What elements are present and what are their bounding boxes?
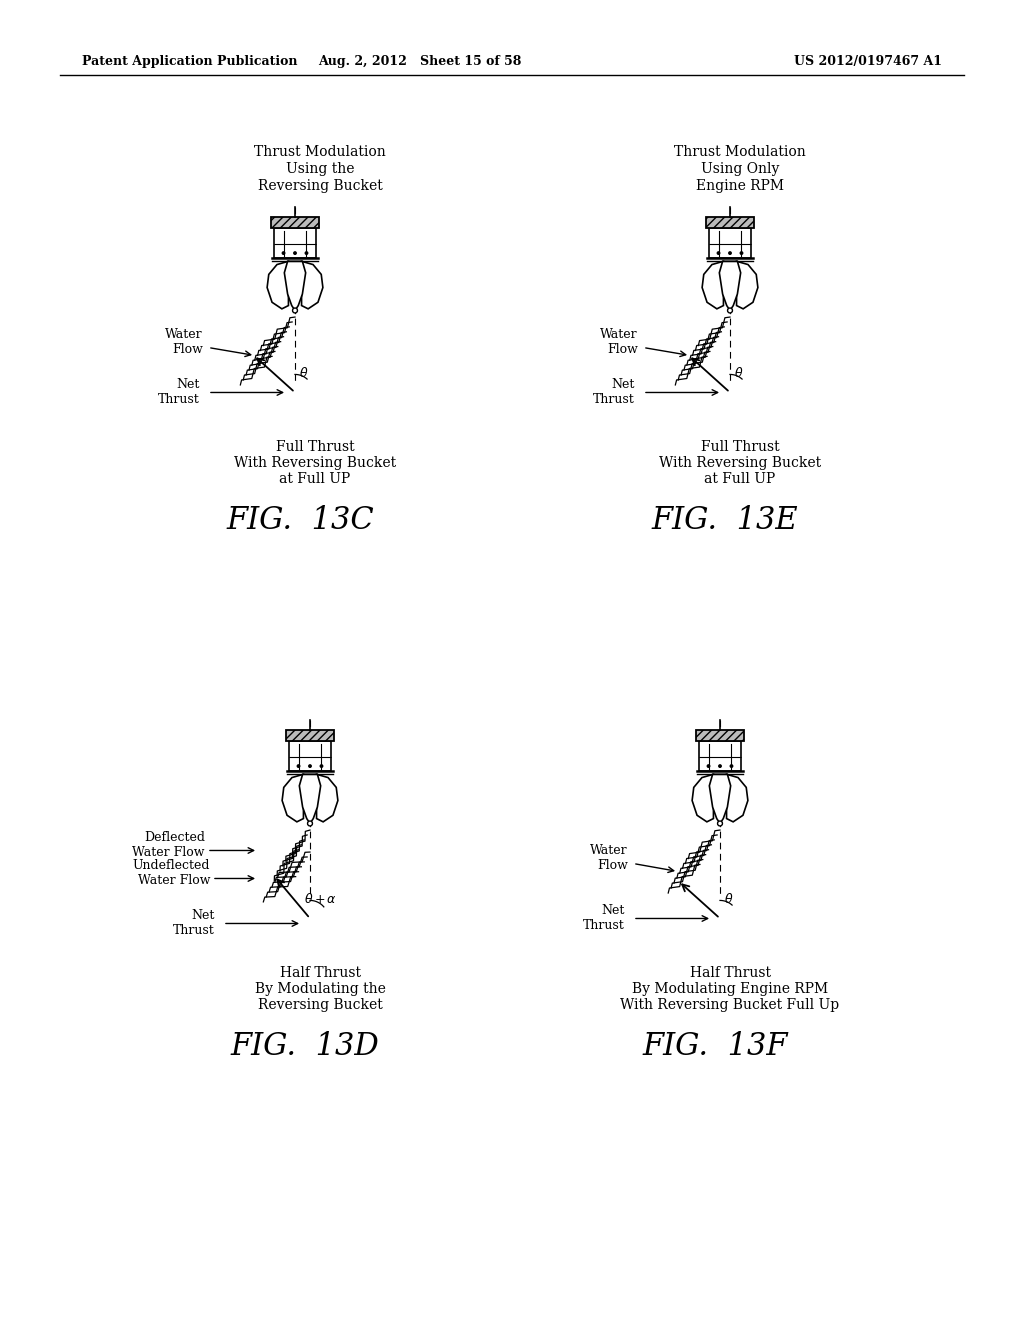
Text: US 2012/0197467 A1: US 2012/0197467 A1 bbox=[794, 55, 942, 69]
Text: Water
Flow: Water Flow bbox=[600, 329, 638, 356]
Text: Using Only: Using Only bbox=[700, 162, 779, 176]
Circle shape bbox=[718, 821, 723, 826]
Circle shape bbox=[294, 252, 296, 255]
Bar bbox=[289, 742, 332, 771]
Text: By Modulating the: By Modulating the bbox=[255, 982, 385, 997]
Polygon shape bbox=[710, 775, 731, 824]
Polygon shape bbox=[702, 261, 723, 309]
Polygon shape bbox=[692, 775, 714, 822]
Circle shape bbox=[729, 252, 731, 255]
Circle shape bbox=[297, 764, 300, 767]
Text: Water
Flow: Water Flow bbox=[591, 845, 628, 873]
Text: Net
Thrust: Net Thrust bbox=[593, 379, 635, 407]
Polygon shape bbox=[283, 775, 303, 822]
Text: Aug. 2, 2012   Sheet 15 of 58: Aug. 2, 2012 Sheet 15 of 58 bbox=[318, 55, 521, 69]
Text: Water
Flow: Water Flow bbox=[165, 329, 203, 356]
Circle shape bbox=[727, 308, 732, 313]
Polygon shape bbox=[301, 261, 323, 309]
Polygon shape bbox=[316, 775, 338, 822]
Bar bbox=[271, 216, 318, 228]
Text: With Reversing Bucket: With Reversing Bucket bbox=[233, 457, 396, 470]
Text: FIG.  13C: FIG. 13C bbox=[226, 506, 374, 536]
Text: FIG.  13D: FIG. 13D bbox=[230, 1031, 380, 1063]
Text: Half Thrust: Half Thrust bbox=[280, 966, 360, 981]
Circle shape bbox=[730, 764, 733, 767]
Text: Thrust Modulation: Thrust Modulation bbox=[254, 145, 386, 158]
Text: Using the: Using the bbox=[286, 162, 354, 176]
Circle shape bbox=[309, 764, 311, 767]
Text: Net
Thrust: Net Thrust bbox=[173, 909, 215, 937]
Circle shape bbox=[321, 764, 323, 767]
Text: Reversing Bucket: Reversing Bucket bbox=[258, 998, 382, 1012]
Text: $\theta$: $\theta$ bbox=[724, 891, 733, 906]
Bar bbox=[707, 216, 754, 228]
Text: Net
Thrust: Net Thrust bbox=[159, 379, 200, 407]
Text: Engine RPM: Engine RPM bbox=[696, 180, 784, 193]
Text: Reversing Bucket: Reversing Bucket bbox=[258, 180, 382, 193]
Circle shape bbox=[717, 252, 720, 255]
Circle shape bbox=[305, 252, 307, 255]
Circle shape bbox=[719, 764, 721, 767]
Polygon shape bbox=[727, 775, 748, 822]
Bar bbox=[698, 742, 741, 771]
Bar bbox=[287, 730, 334, 742]
Text: FIG.  13E: FIG. 13E bbox=[651, 506, 799, 536]
Bar bbox=[709, 228, 752, 257]
Text: at Full UP: at Full UP bbox=[705, 473, 775, 487]
Text: Full Thrust: Full Thrust bbox=[700, 441, 779, 454]
Circle shape bbox=[283, 252, 285, 255]
Text: at Full UP: at Full UP bbox=[280, 473, 350, 487]
Polygon shape bbox=[299, 775, 321, 824]
Text: Net
Thrust: Net Thrust bbox=[584, 904, 625, 932]
Polygon shape bbox=[736, 261, 758, 309]
Text: FIG.  13F: FIG. 13F bbox=[642, 1031, 787, 1063]
Text: Deflected
Water Flow: Deflected Water Flow bbox=[132, 832, 205, 859]
Bar bbox=[273, 228, 316, 257]
Circle shape bbox=[708, 764, 710, 767]
Text: By Modulating Engine RPM: By Modulating Engine RPM bbox=[632, 982, 828, 997]
Polygon shape bbox=[719, 261, 740, 310]
Text: Patent Application Publication: Patent Application Publication bbox=[82, 55, 298, 69]
Text: Half Thrust: Half Thrust bbox=[689, 966, 770, 981]
Circle shape bbox=[740, 252, 742, 255]
Circle shape bbox=[307, 821, 312, 826]
Text: With Reversing Bucket: With Reversing Bucket bbox=[658, 457, 821, 470]
Text: Full Thrust: Full Thrust bbox=[275, 441, 354, 454]
Polygon shape bbox=[267, 261, 289, 309]
Text: Undeflected
Water Flow: Undeflected Water Flow bbox=[132, 859, 210, 887]
Text: Thrust Modulation: Thrust Modulation bbox=[674, 145, 806, 158]
Text: $\theta + \alpha$: $\theta + \alpha$ bbox=[304, 892, 337, 906]
Text: $\theta$: $\theta$ bbox=[299, 366, 308, 380]
Polygon shape bbox=[285, 261, 305, 310]
Circle shape bbox=[293, 308, 297, 313]
Text: $\theta$: $\theta$ bbox=[734, 366, 743, 380]
Bar bbox=[696, 730, 743, 742]
Text: With Reversing Bucket Full Up: With Reversing Bucket Full Up bbox=[621, 998, 840, 1012]
